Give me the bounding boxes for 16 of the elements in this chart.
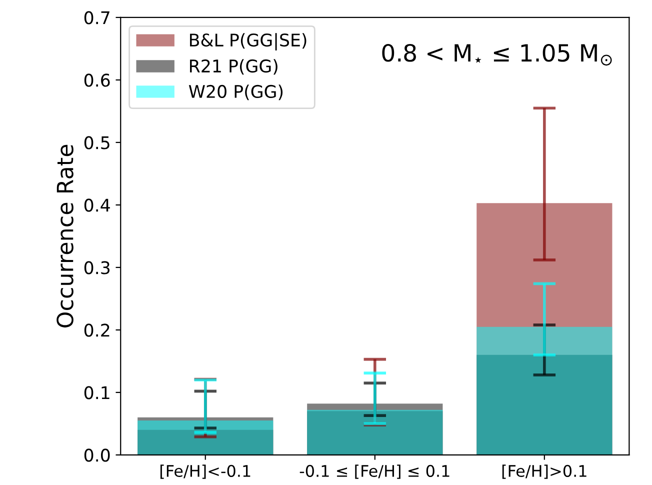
legend-label: B&L P(GG|SE): [190, 33, 306, 50]
x-tick-label: [Fe/H]<-0.1: [160, 464, 250, 479]
y-tick-label: 0.1: [84, 386, 110, 400]
y-tick-label: 0.3: [84, 261, 110, 274]
legend-label: W20 P(GG): [188, 84, 283, 100]
legend-label: R21 P(GG): [190, 59, 278, 75]
y-tick-label: 0.7: [84, 11, 110, 24]
x-tick-label: -0.1 ≤ [Fe/H] ≤ 0.1: [300, 464, 450, 479]
x-tick-label: [Fe/H]>0.1: [502, 464, 586, 479]
annotation: 0.8 < M$_{⋆}$ ≤ 1.05 M$_{⊙}$: [382, 44, 612, 66]
y-tick-label: 0.4: [84, 198, 110, 212]
y-tick-label: 0.5: [84, 136, 110, 150]
y-tick-label: 0.2: [84, 324, 110, 337]
y-tick-label: 0.6: [84, 74, 110, 87]
y-tick-label: 0.0: [84, 448, 110, 462]
y-axis-title: Occurrence Rate: [56, 144, 74, 328]
